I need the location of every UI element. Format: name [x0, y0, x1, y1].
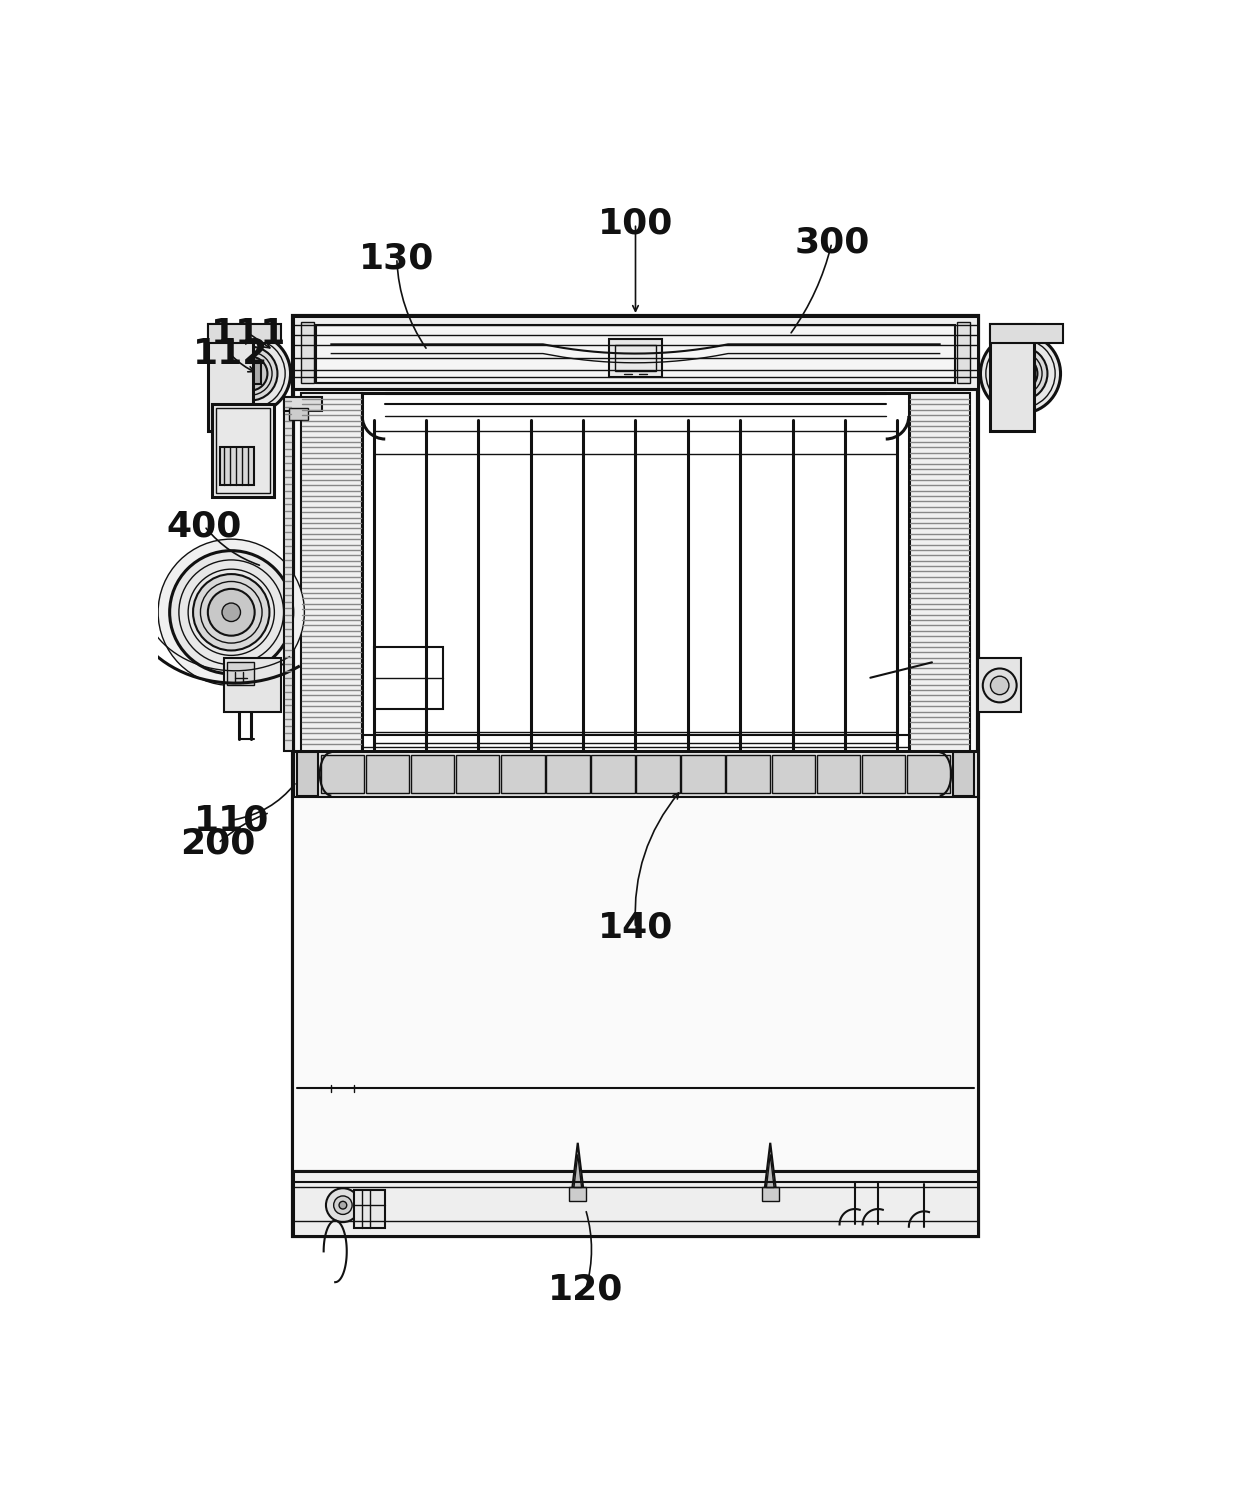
Text: 110: 110	[193, 803, 269, 837]
Text: 120: 120	[548, 1274, 624, 1307]
Bar	[293, 797, 978, 1171]
Bar	[239, 362, 262, 385]
Bar	[284, 397, 322, 410]
Bar	[956, 321, 971, 383]
Bar	[978, 658, 1021, 712]
Text: 111: 111	[211, 317, 286, 350]
Bar	[296, 753, 319, 795]
Bar	[208, 323, 253, 432]
Text: 112: 112	[192, 338, 268, 371]
Circle shape	[983, 668, 1017, 702]
Bar	[293, 315, 978, 389]
Bar	[410, 754, 454, 794]
Circle shape	[223, 347, 278, 400]
Bar	[569, 1188, 587, 1201]
Circle shape	[243, 365, 258, 382]
Bar	[293, 751, 978, 797]
Circle shape	[991, 676, 1009, 694]
Circle shape	[334, 1197, 352, 1215]
Circle shape	[193, 573, 269, 650]
Bar	[355, 1189, 386, 1228]
Bar	[615, 346, 656, 371]
Bar	[771, 754, 815, 794]
Bar	[952, 753, 975, 795]
Bar	[546, 754, 590, 794]
Bar	[300, 321, 315, 383]
Bar	[636, 754, 680, 794]
Bar	[216, 409, 270, 493]
Bar	[231, 409, 254, 432]
Bar	[862, 754, 905, 794]
Bar	[817, 754, 861, 794]
Bar	[208, 323, 281, 343]
Circle shape	[326, 1188, 360, 1222]
Bar	[362, 392, 909, 754]
Bar	[293, 1171, 978, 1236]
Bar	[293, 315, 978, 1236]
Bar	[321, 754, 365, 794]
Circle shape	[222, 604, 241, 622]
Bar	[456, 754, 500, 794]
Text: 130: 130	[360, 241, 434, 275]
Bar	[284, 397, 293, 751]
Bar	[219, 447, 254, 486]
Text: 200: 200	[181, 827, 255, 860]
Text: 100: 100	[598, 207, 673, 240]
Bar	[366, 754, 409, 794]
Polygon shape	[766, 1154, 774, 1188]
Bar	[501, 754, 544, 794]
Bar	[609, 340, 662, 377]
Bar	[227, 662, 254, 685]
Bar	[212, 404, 274, 496]
Bar	[223, 658, 281, 712]
Circle shape	[981, 333, 1060, 413]
Polygon shape	[765, 1142, 776, 1188]
Bar	[990, 323, 1034, 432]
Bar	[906, 754, 950, 794]
Circle shape	[993, 347, 1048, 400]
Text: 140: 140	[598, 911, 673, 945]
Bar	[373, 647, 443, 709]
Bar	[300, 392, 362, 754]
Bar	[990, 323, 1063, 343]
Circle shape	[339, 1201, 347, 1209]
Bar	[761, 1188, 779, 1201]
Bar	[681, 754, 725, 794]
Bar	[289, 409, 309, 420]
Circle shape	[170, 551, 293, 675]
Bar	[909, 392, 971, 754]
Polygon shape	[573, 1142, 583, 1188]
Polygon shape	[574, 1154, 582, 1188]
Bar	[1009, 362, 1032, 385]
Bar	[316, 324, 955, 383]
Bar	[591, 754, 635, 794]
Text: 300: 300	[794, 226, 869, 260]
Circle shape	[159, 539, 304, 685]
Circle shape	[208, 589, 254, 635]
Circle shape	[1003, 356, 1038, 391]
Text: 400: 400	[166, 509, 242, 543]
Bar	[727, 754, 770, 794]
Circle shape	[233, 356, 268, 391]
Circle shape	[1013, 365, 1028, 382]
Circle shape	[211, 333, 290, 413]
